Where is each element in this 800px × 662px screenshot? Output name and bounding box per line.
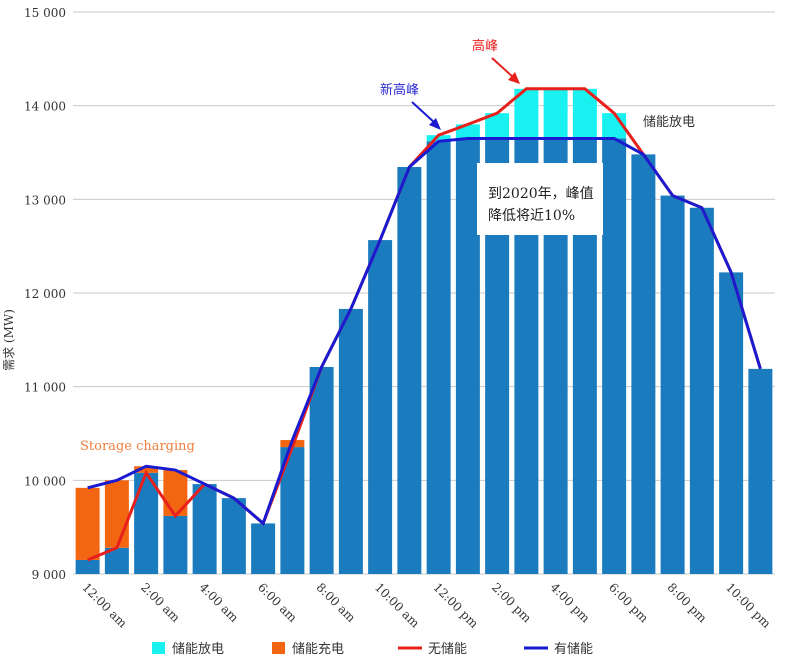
bar — [134, 472, 159, 574]
annotation-discharge: 储能放电 — [643, 115, 695, 130]
bar — [221, 498, 246, 574]
y-tick-label: 13 000 — [24, 193, 66, 207]
y-tick-label: 11 000 — [24, 381, 66, 395]
bar-charging — [104, 480, 129, 548]
annotation-peak: 高峰 — [472, 38, 498, 54]
bar — [455, 138, 480, 574]
x-tick-label: 2:00 am — [138, 580, 183, 625]
y-tick-label: 10 000 — [24, 474, 66, 488]
bar-discharging — [485, 113, 510, 139]
legend-label: 储能充电 — [292, 641, 344, 657]
y-tick-label: 12 000 — [24, 287, 66, 301]
bar-discharging — [572, 88, 597, 139]
legend: 储能放电 储能充电 无储能 有储能 — [152, 641, 593, 657]
bar — [338, 308, 363, 574]
x-tick-label: 6:00 pm — [606, 580, 652, 626]
bar — [543, 138, 568, 574]
y-tick-label: 15 000 — [24, 6, 66, 20]
bar — [75, 559, 100, 574]
bar — [572, 138, 597, 574]
line-no-storage — [87, 87, 762, 562]
peak-arrowhead — [508, 72, 520, 84]
bar-charging — [134, 466, 159, 473]
x-tick-label: 10:00 pm — [723, 580, 774, 631]
y-tick-label: 9 000 — [32, 568, 66, 582]
x-tick-label: 4:00 am — [197, 580, 242, 625]
y-tick-label: 14 000 — [24, 100, 66, 114]
x-tick-label: 2:00 pm — [489, 580, 535, 626]
peak-arrow — [491, 57, 515, 79]
annotation-charging: Storage charging — [80, 439, 195, 454]
bar — [485, 138, 510, 574]
x-tick-label: 8:00 pm — [665, 580, 711, 626]
bar — [309, 366, 334, 574]
bar — [426, 141, 451, 574]
bar — [689, 207, 714, 574]
x-tick-label: 12:00 pm — [431, 580, 482, 631]
legend-swatch — [152, 642, 165, 654]
x-tick-label: 10:00 am — [372, 580, 423, 631]
bar — [660, 195, 685, 574]
annotation-box-line2: 降低将近10% — [488, 208, 575, 224]
bar — [368, 240, 393, 574]
bar — [104, 547, 129, 574]
bar — [163, 515, 188, 574]
bar — [514, 138, 539, 574]
line-with-storage — [87, 136, 762, 526]
new-peak-arrow — [411, 101, 437, 125]
bar — [748, 368, 773, 574]
x-tick-label: 12:00 am — [80, 580, 131, 631]
legend-label: 有储能 — [554, 642, 593, 657]
bar — [251, 523, 276, 574]
legend-swatch — [272, 642, 285, 654]
bar-charging — [75, 487, 100, 560]
annotation-box-line1: 到2020年，峰值 — [488, 186, 594, 202]
bar-discharging — [426, 135, 451, 142]
bar — [280, 447, 305, 574]
bar-charging — [163, 470, 188, 516]
bar — [719, 272, 744, 574]
x-tick-label: 8:00 am — [314, 580, 359, 625]
bar — [397, 167, 422, 575]
bar — [631, 154, 656, 574]
bar — [192, 484, 217, 574]
bar-discharging — [543, 88, 568, 139]
bar — [602, 138, 627, 574]
annotation-new-peak: 新高峰 — [380, 82, 419, 98]
x-tick-label: 6:00 am — [255, 580, 300, 625]
legend-label: 储能放电 — [172, 642, 224, 657]
y-axis-label: 需求 (MW) — [2, 309, 16, 371]
x-tick-label: 4:00 pm — [548, 580, 594, 626]
annotation-box — [477, 163, 603, 235]
legend-label: 无储能 — [428, 642, 467, 657]
bar-discharging — [514, 88, 539, 139]
new-peak-arrowhead — [429, 118, 441, 130]
